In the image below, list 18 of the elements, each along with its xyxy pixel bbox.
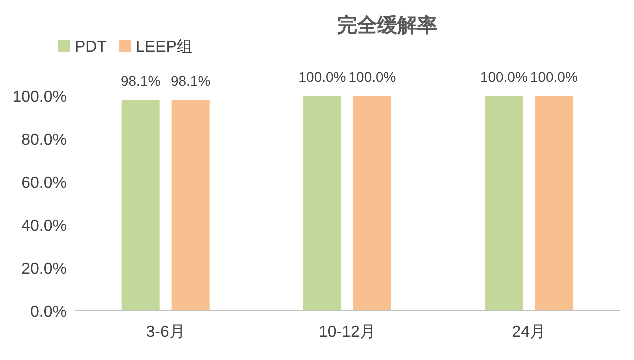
y-tick-label: 20.0% <box>22 261 67 278</box>
y-tick-label: 40.0% <box>22 218 67 235</box>
data-label: 100.0% <box>348 69 396 85</box>
x-tick-label: 3-6月 <box>146 324 186 341</box>
y-tick-label: 80.0% <box>22 132 67 149</box>
y-tick-label: 100.0% <box>12 89 67 106</box>
data-label: 100.0% <box>530 69 578 85</box>
y-tick-label: 60.0% <box>22 175 67 192</box>
x-tick-label: 24月 <box>512 324 546 341</box>
x-tick-label: 10-12月 <box>319 324 376 341</box>
legend-label: LEEP组 <box>136 39 193 56</box>
legend-label: PDT <box>75 39 108 56</box>
chart-title: 完全缓解率 <box>338 14 438 37</box>
y-tick-label: 0.0% <box>30 304 67 321</box>
data-label: 100.0% <box>480 69 528 85</box>
data-label: 100.0% <box>298 69 346 85</box>
data-label: 98.1% <box>170 73 211 90</box>
data-label: 98.1% <box>120 73 161 90</box>
